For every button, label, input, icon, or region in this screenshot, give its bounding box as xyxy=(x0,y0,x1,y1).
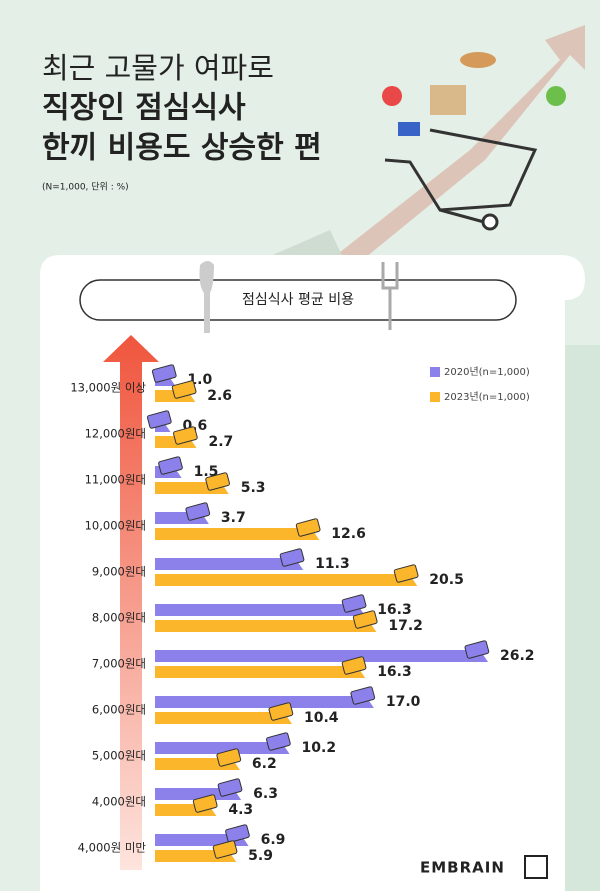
spoon-icon xyxy=(199,261,214,333)
legend-label: 2023년(n=1,000) xyxy=(444,391,530,403)
card-icon xyxy=(352,610,378,629)
category-label: 7,000원대 xyxy=(92,657,146,671)
title-line: 직장인 점심식사 xyxy=(42,91,246,126)
chart-header: 점심식사 평균 비용 xyxy=(242,292,354,308)
subtitle: (N=1,000, 단위 : %) xyxy=(42,182,129,193)
value-label: 17.0 xyxy=(386,694,421,710)
card-icon xyxy=(216,748,242,767)
card-icon xyxy=(268,702,294,721)
card-icon xyxy=(393,564,419,583)
box-icon xyxy=(430,85,466,115)
value-label: 10.4 xyxy=(304,710,339,726)
chart-header-box xyxy=(79,279,517,321)
bar xyxy=(155,574,418,586)
card-icon xyxy=(350,686,376,705)
card-icon xyxy=(279,548,305,567)
fork-icon xyxy=(381,262,399,330)
card-icon xyxy=(146,410,172,429)
bread-icon xyxy=(460,52,496,68)
brand: EMBRAIN xyxy=(420,859,505,877)
category-label: 9,000원대 xyxy=(92,565,146,579)
apple-icon xyxy=(546,86,566,106)
bar xyxy=(155,620,377,632)
category-label: 10,000원대 xyxy=(85,519,146,533)
card-icon xyxy=(295,518,321,537)
card-icon xyxy=(192,794,218,813)
value-label: 3.7 xyxy=(221,510,246,526)
category-label: 6,000원대 xyxy=(92,703,146,717)
bar xyxy=(155,712,293,724)
legend-swatch xyxy=(430,367,440,377)
card-icon xyxy=(464,640,490,659)
card-icon xyxy=(266,732,291,751)
value-label: 6.3 xyxy=(253,786,278,802)
value-label: 5.9 xyxy=(248,848,273,864)
card-icon xyxy=(212,840,238,859)
panel-edge xyxy=(565,345,600,891)
value-label: 4.3 xyxy=(228,802,253,818)
bar xyxy=(155,696,374,708)
card-icon xyxy=(158,456,183,475)
card-icon xyxy=(173,426,198,445)
value-label: 11.3 xyxy=(315,556,350,572)
deco-arrow xyxy=(330,25,585,262)
cart-icon xyxy=(384,128,538,231)
category-label: 5,000원대 xyxy=(92,749,146,763)
card-icon xyxy=(205,472,230,491)
value-label: 2.7 xyxy=(208,434,233,450)
bar xyxy=(155,558,304,570)
legend-swatch xyxy=(430,392,440,402)
card-icon xyxy=(171,380,197,399)
bar xyxy=(155,742,290,754)
value-label: 12.6 xyxy=(331,526,366,542)
panel xyxy=(40,255,585,891)
title-line: 한끼 비용도 상승한 편 xyxy=(42,131,322,166)
value-label: 17.2 xyxy=(388,618,423,634)
value-label: 26.2 xyxy=(500,648,535,664)
bar xyxy=(155,604,366,616)
category-label: 12,000원대 xyxy=(85,427,146,441)
card-icon xyxy=(225,824,250,843)
value-label: 5.3 xyxy=(241,480,266,496)
milk-icon xyxy=(398,122,420,136)
legend-label: 2020년(n=1,000) xyxy=(444,366,530,378)
category-label: 13,000원 이상 xyxy=(70,381,146,395)
value-label: 16.3 xyxy=(377,602,412,618)
card-icon xyxy=(151,364,177,383)
category-label: 11,000원대 xyxy=(85,473,146,487)
apple-icon xyxy=(382,86,402,106)
value-label: 6.2 xyxy=(252,756,277,772)
value-label: 10.2 xyxy=(302,740,337,756)
category-label: 8,000원대 xyxy=(92,611,146,625)
card-icon xyxy=(185,502,211,521)
bar xyxy=(155,650,488,662)
value-label: 16.3 xyxy=(377,664,412,680)
card-icon xyxy=(341,594,367,613)
value-label: 6.9 xyxy=(261,832,286,848)
bar xyxy=(155,666,366,678)
card-icon xyxy=(217,778,243,797)
value-label: 2.6 xyxy=(207,388,232,404)
value-label: 20.5 xyxy=(429,572,464,588)
rising-arrow xyxy=(103,335,159,870)
brand-logo xyxy=(524,855,548,879)
category-label: 4,000원 미만 xyxy=(78,841,147,855)
title-line: 최근 고물가 여파로 xyxy=(42,51,274,85)
category-label: 4,000원대 xyxy=(92,795,146,809)
card-icon xyxy=(341,656,367,675)
bar xyxy=(155,528,320,540)
